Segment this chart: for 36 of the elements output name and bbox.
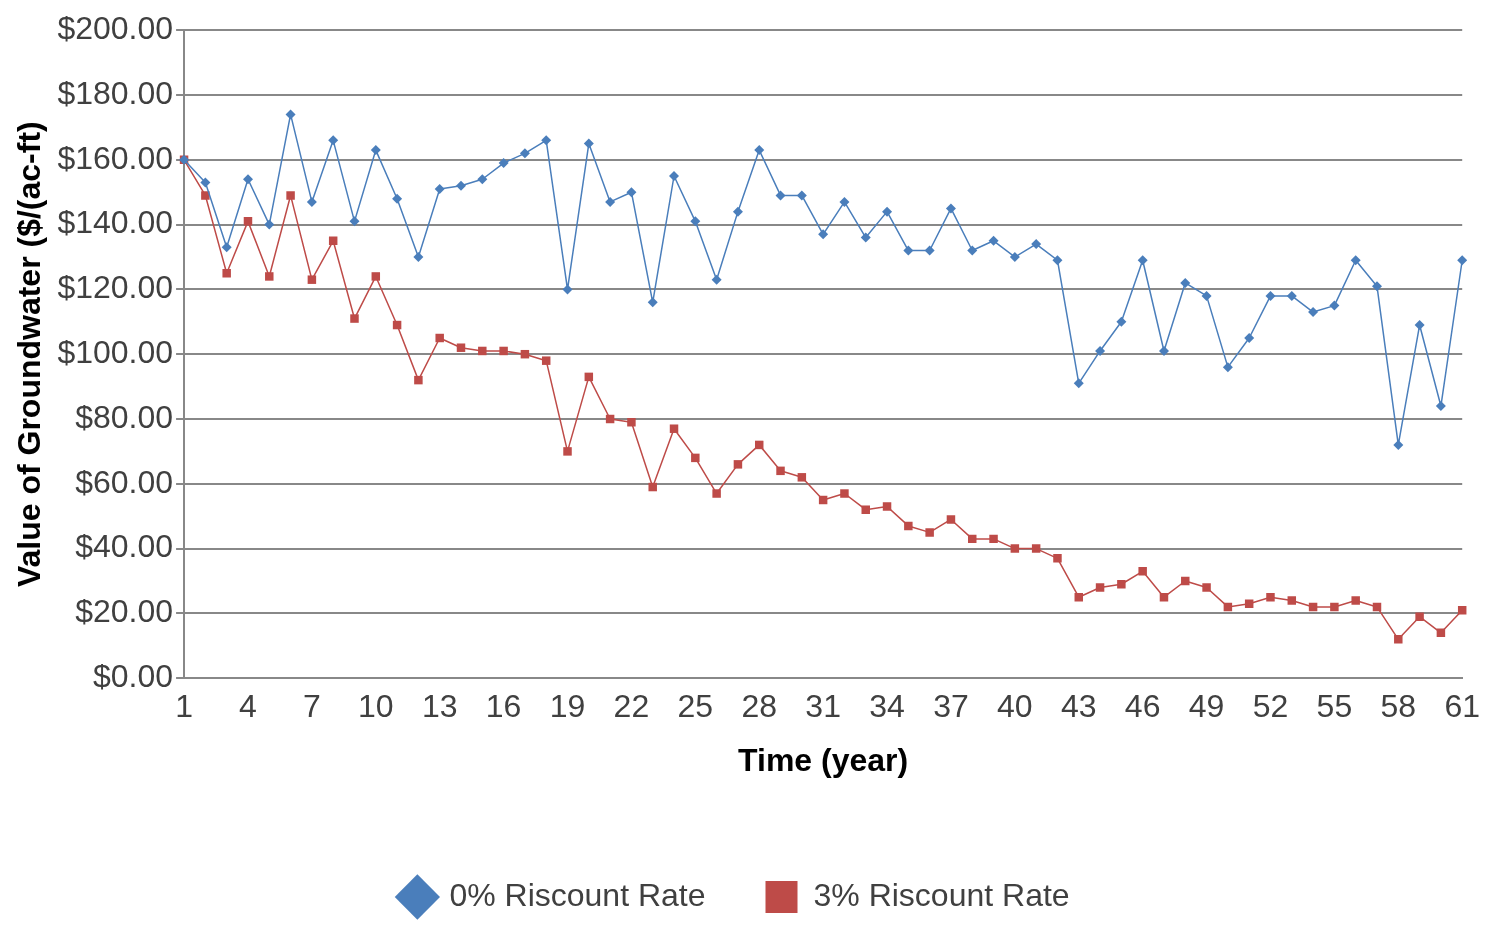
y-tick-label: $200.00	[57, 10, 174, 47]
x-tick-label: 55	[1316, 688, 1353, 725]
y-tick-label: $0.00	[92, 658, 174, 695]
x-tick-label: 58	[1380, 688, 1417, 725]
x-tick-label: 61	[1444, 688, 1480, 725]
y-tick-label: $140.00	[57, 204, 174, 241]
x-tick-label: 10	[357, 688, 394, 725]
x-tick-label: 31	[805, 688, 841, 725]
x-tick-label: 28	[741, 688, 778, 725]
x-tick-label: 1	[175, 688, 193, 725]
y-axis-title: Value of Groundwater ($/(ac-ft)	[11, 121, 48, 588]
y-tick-label: $100.00	[57, 334, 174, 371]
legend-label: 0% Riscount Rate	[449, 876, 706, 913]
y-tick-label: $40.00	[75, 528, 174, 565]
x-tick-label: 22	[613, 688, 650, 725]
y-tick-label: $160.00	[57, 139, 174, 176]
x-tick-label: 40	[997, 688, 1033, 725]
x-tick-label: 16	[485, 688, 522, 725]
x-tick-label: 25	[677, 688, 714, 725]
x-axis-title: Time (year)	[738, 741, 909, 778]
y-tick-label: $20.00	[75, 593, 174, 630]
x-tick-label: 19	[549, 688, 586, 725]
y-tick-label: $180.00	[57, 74, 174, 111]
y-tick-label: $120.00	[57, 269, 174, 306]
x-tick-label: 13	[421, 688, 458, 725]
x-tick-label: 49	[1188, 688, 1225, 725]
x-tick-label: 43	[1060, 688, 1097, 725]
y-tick-label: $60.00	[75, 463, 174, 500]
x-tick-label: 34	[869, 688, 905, 725]
x-tick-label: 4	[239, 688, 257, 725]
y-tick-label: $80.00	[75, 398, 174, 435]
x-tick-label: 46	[1124, 688, 1161, 725]
x-tick-label: 37	[933, 688, 969, 725]
x-tick-label: 52	[1252, 688, 1289, 725]
legend-label: 3% Riscount Rate	[813, 876, 1070, 913]
x-tick-label: 7	[302, 688, 321, 725]
